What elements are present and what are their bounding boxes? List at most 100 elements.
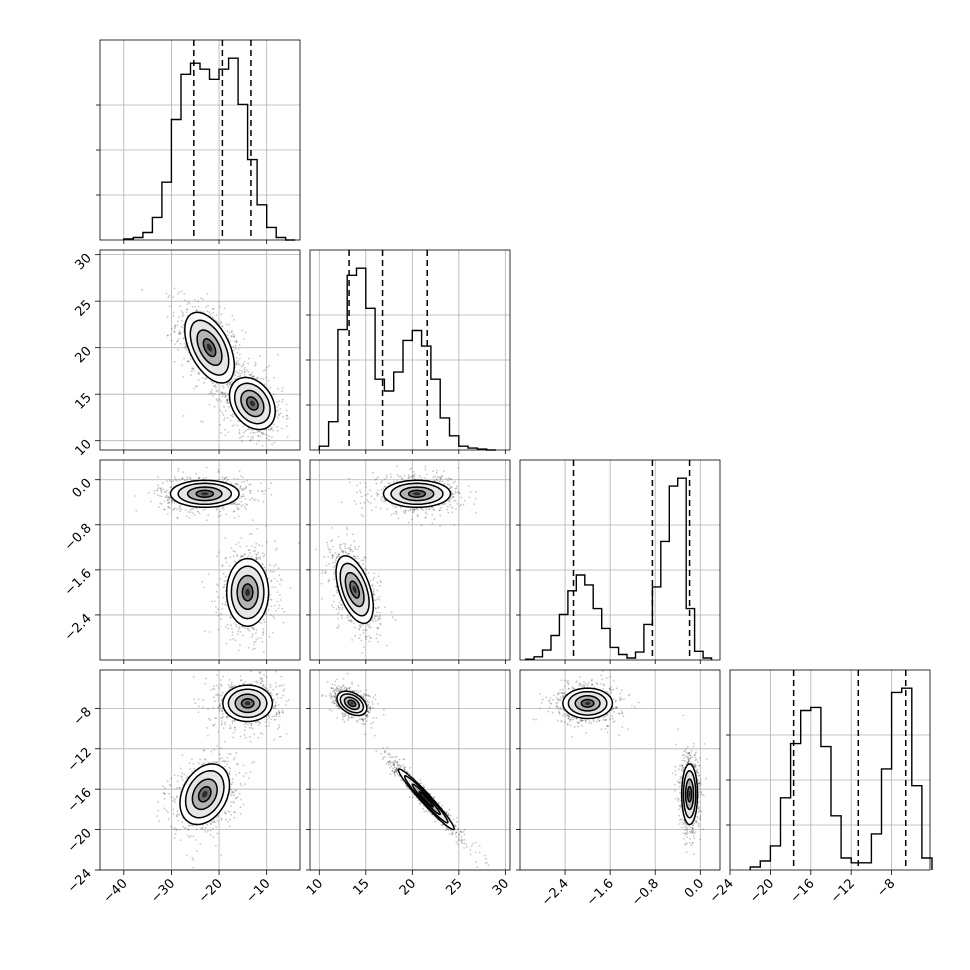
sample-point bbox=[164, 496, 167, 498]
sample-point bbox=[361, 624, 364, 626]
sample-point bbox=[218, 703, 221, 706]
sample-point bbox=[424, 465, 427, 468]
sample-point bbox=[168, 498, 171, 501]
sample-point bbox=[239, 486, 242, 488]
sample-point bbox=[360, 495, 363, 498]
sample-point bbox=[413, 473, 416, 476]
sample-point bbox=[436, 479, 438, 482]
sample-point bbox=[364, 636, 367, 638]
sample-point bbox=[169, 333, 172, 336]
sample-point bbox=[420, 507, 423, 510]
sample-point bbox=[362, 559, 365, 561]
sample-point bbox=[208, 392, 211, 395]
sample-point bbox=[332, 600, 335, 603]
sample-point bbox=[333, 572, 335, 575]
sample-point bbox=[189, 476, 191, 479]
sample-point bbox=[246, 504, 249, 506]
sample-point bbox=[215, 398, 218, 401]
sample-point bbox=[178, 333, 181, 335]
sample-point bbox=[258, 671, 261, 674]
sample-point bbox=[244, 506, 246, 509]
sample-point bbox=[236, 553, 238, 556]
sample-point bbox=[225, 561, 228, 564]
sample-point bbox=[181, 320, 184, 322]
sample-point bbox=[257, 551, 260, 554]
sample-point bbox=[280, 579, 283, 582]
sample-point bbox=[249, 483, 252, 486]
sample-point bbox=[373, 498, 376, 501]
sample-point bbox=[354, 634, 356, 637]
sample-point bbox=[174, 324, 177, 327]
contour-line bbox=[399, 486, 435, 502]
sample-point bbox=[275, 609, 277, 612]
sample-point bbox=[173, 330, 176, 333]
sample-point bbox=[240, 505, 243, 508]
sample-point bbox=[275, 670, 277, 673]
sample-point bbox=[219, 704, 222, 707]
sample-point bbox=[401, 478, 403, 480]
sample-point bbox=[216, 389, 219, 392]
sample-point bbox=[190, 374, 192, 376]
contour-line bbox=[196, 329, 223, 367]
sample-point bbox=[373, 590, 375, 593]
sample-point bbox=[377, 627, 380, 629]
sample-point bbox=[250, 722, 253, 725]
sample-point bbox=[450, 497, 453, 500]
sample-point bbox=[232, 502, 235, 505]
sample-point bbox=[371, 584, 374, 586]
sample-point bbox=[275, 693, 278, 696]
sample-point bbox=[233, 335, 235, 338]
sample-point bbox=[246, 428, 249, 431]
sample-point bbox=[275, 410, 278, 413]
sample-point bbox=[323, 556, 325, 558]
sample-point bbox=[232, 510, 235, 513]
sample-point bbox=[199, 310, 202, 313]
sample-point bbox=[266, 434, 268, 437]
sample-point bbox=[170, 339, 173, 342]
sample-point bbox=[439, 509, 441, 512]
sample-point bbox=[273, 738, 276, 741]
sample-point bbox=[210, 313, 212, 316]
sample-point bbox=[226, 330, 229, 333]
sample-point bbox=[256, 376, 259, 379]
sample-point bbox=[242, 634, 244, 637]
sample-point bbox=[373, 572, 376, 575]
sample-point bbox=[365, 638, 367, 640]
sample-point bbox=[230, 334, 233, 337]
sample-point bbox=[418, 475, 421, 477]
sample-point bbox=[224, 600, 227, 603]
sample-point bbox=[249, 498, 251, 501]
sample-point bbox=[248, 484, 251, 486]
sample-point bbox=[445, 478, 448, 480]
sample-point bbox=[223, 477, 226, 480]
sample-point bbox=[264, 452, 266, 454]
sample-point bbox=[227, 382, 230, 385]
sample-point bbox=[336, 589, 338, 591]
sample-point bbox=[228, 381, 230, 384]
sample-point bbox=[250, 670, 253, 673]
sample-point bbox=[366, 499, 368, 501]
sample-point bbox=[350, 620, 353, 623]
sample-point bbox=[252, 431, 255, 434]
sample-point bbox=[157, 484, 160, 487]
sample-point bbox=[251, 371, 253, 374]
sample-point bbox=[447, 479, 449, 482]
sample-point bbox=[214, 384, 217, 387]
sample-point bbox=[191, 367, 194, 369]
sample-point bbox=[377, 607, 380, 609]
sample-point bbox=[270, 605, 273, 608]
sample-point bbox=[378, 598, 381, 601]
sample-point bbox=[265, 569, 268, 572]
sample-point bbox=[392, 480, 395, 483]
sample-point bbox=[263, 674, 266, 676]
sample-point bbox=[242, 363, 245, 365]
panel-background bbox=[310, 250, 510, 450]
sample-point bbox=[192, 369, 195, 372]
sample-point bbox=[417, 508, 419, 511]
sample-point bbox=[181, 364, 184, 367]
panel-background bbox=[730, 670, 930, 870]
sample-point bbox=[238, 429, 241, 431]
sample-point bbox=[221, 385, 224, 388]
sample-point bbox=[386, 508, 389, 511]
sample-point bbox=[369, 637, 372, 640]
